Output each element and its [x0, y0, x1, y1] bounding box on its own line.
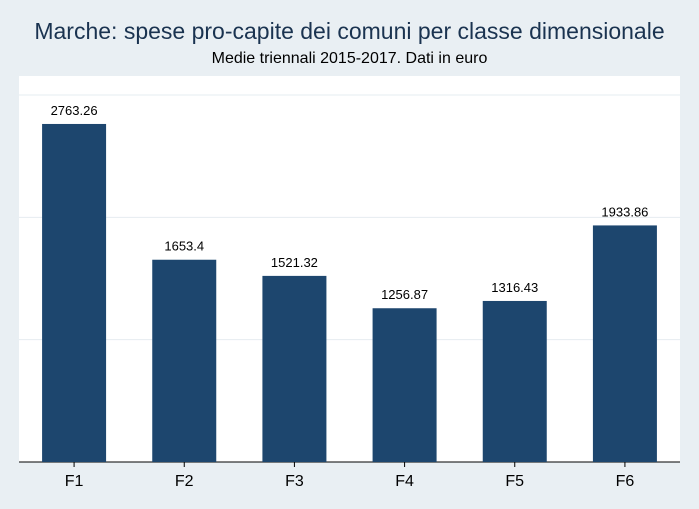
bar-F3: [262, 275, 327, 462]
x-tick-label-F1: F1: [65, 473, 84, 490]
bar-F1: [42, 123, 107, 463]
data-label-F1: 2763.26: [51, 103, 98, 118]
x-tick-label-F6: F6: [616, 473, 635, 490]
chart-title: Marche: spese pro-capite dei comuni per …: [34, 18, 665, 44]
bar-F6: [592, 225, 657, 462]
data-label-F4: 1256.87: [381, 287, 428, 302]
chart-subtitle: Medie triennali 2015-2017. Dati in euro: [211, 50, 488, 67]
data-label-F2: 1653.4: [164, 239, 204, 254]
bar-F5: [482, 300, 547, 462]
x-tick-label-F2: F2: [175, 473, 194, 490]
data-label-F6: 1933.86: [601, 204, 648, 219]
x-tick-label-F5: F5: [505, 473, 524, 490]
bar-F2: [152, 259, 217, 462]
data-label-F5: 1316.43: [491, 280, 538, 295]
data-label-F3: 1521.32: [271, 255, 318, 270]
x-tick-label-F3: F3: [285, 473, 304, 490]
x-tick-label-F4: F4: [395, 473, 414, 490]
bar-F4: [372, 308, 437, 462]
plot-area: [19, 76, 680, 462]
